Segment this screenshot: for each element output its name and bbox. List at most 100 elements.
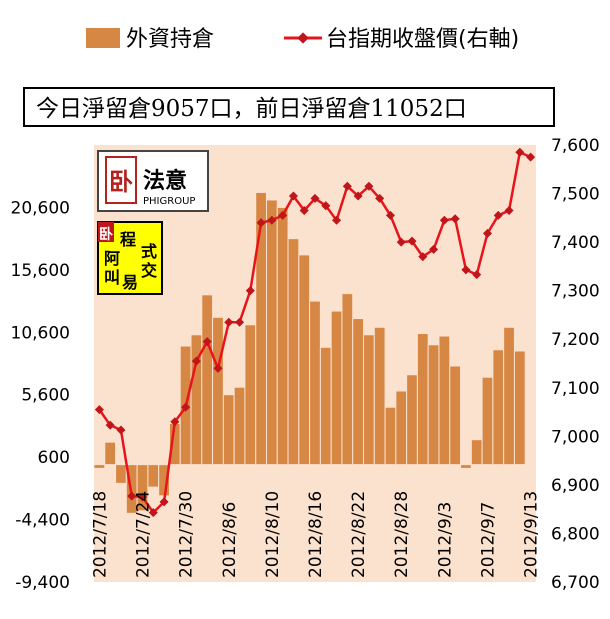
price-marker-14 [245, 286, 255, 296]
right-axis: 6,700 6,800 6,900 7,000 7,100 7,200 7,300 7,400… [551, 136, 600, 593]
bar-38 [503, 326, 515, 466]
bar-11 [212, 316, 224, 466]
price-marker-38 [504, 206, 514, 216]
badge-char-3: 程 [120, 230, 136, 249]
x-tick-label-10: 2012/9/13 [522, 491, 542, 578]
price-marker-23 [342, 181, 352, 191]
left-tick-label-4: 10,600 [11, 323, 70, 343]
legend-bar-label: 外資持倉 [126, 27, 214, 52]
price-marker-29 [407, 236, 417, 246]
price-marker-13 [235, 317, 245, 327]
x-tick-label-4: 2012/8/10 [263, 491, 283, 578]
badge-logo: 卧 阿 叫 程 易 式 交 [97, 221, 163, 295]
bar-31 [427, 344, 440, 466]
right-tick-label-9: 7,600 [551, 136, 600, 156]
info-box-frame [23, 87, 555, 127]
left-tick-label-5: 15,600 [11, 261, 70, 281]
logo-brand-text: 法意 [143, 168, 187, 194]
bar-32 [438, 335, 451, 466]
left-tick-label-1: -4,400 [15, 511, 70, 531]
bar-35 [470, 439, 483, 466]
logo-mark-frame [105, 156, 137, 204]
x-tick-label-9: 2012/9/7 [478, 502, 498, 578]
logo-mark-icon: 卧 [109, 168, 133, 196]
legend-line-label: 台指期收盤價(右軸) [326, 27, 519, 52]
bar-39 [513, 350, 526, 466]
price-marker-36 [482, 228, 493, 238]
bar-23 [341, 293, 354, 466]
bar-1 [104, 441, 117, 466]
right-tick-label-4: 7,100 [551, 379, 600, 399]
x-tick-label-3: 2012/8/6 [220, 502, 240, 578]
price-marker-26 [375, 193, 385, 203]
legend: 外資持倉 台指期收盤價(右軸) [86, 27, 519, 52]
x-tick-label-6: 2012/8/22 [349, 491, 369, 578]
bar-24 [352, 318, 365, 466]
price-marker-12 [224, 317, 234, 327]
bar-28 [395, 390, 408, 466]
bar-0 [93, 464, 106, 469]
bar-4 [136, 464, 149, 512]
badge-mark [98, 222, 114, 242]
x-tick-label-0: 2012/7/18 [90, 491, 110, 578]
badge-char-6: 交 [141, 261, 157, 280]
right-tick-label-1: 6,800 [551, 524, 600, 544]
legend-bar-swatch [86, 28, 120, 48]
right-tick-label-2: 6,900 [551, 476, 600, 496]
bar-37 [492, 349, 505, 466]
bar-20 [309, 300, 321, 466]
price-marker-27 [385, 210, 395, 220]
price-marker-11 [213, 363, 223, 373]
info-box-text: 今日淨留倉9057口，前日淨留倉11052口 [36, 96, 467, 122]
bar-15 [255, 191, 267, 466]
price-marker-24 [353, 191, 363, 201]
price-marker-4 [137, 492, 148, 502]
price-marker-6 [159, 497, 169, 507]
badge-char-5: 式 [141, 242, 157, 261]
price-marker-28 [396, 237, 406, 247]
bar-36 [481, 376, 494, 466]
bar-13 [233, 386, 246, 466]
bar-25 [363, 334, 375, 466]
price-marker-9 [191, 356, 201, 366]
info-box: 今日淨留倉9057口，前日淨留倉11052口 [23, 87, 555, 127]
right-tick-label-8: 7,500 [551, 185, 600, 205]
bar-12 [222, 394, 235, 466]
bar-19 [298, 254, 311, 466]
bar-26 [373, 326, 386, 466]
left-tick-label-6: 20,600 [11, 198, 70, 218]
badge-char-1: 阿 [104, 249, 120, 268]
price-marker-10 [202, 337, 212, 347]
left-tick-label-3: 5,600 [21, 386, 70, 406]
x-tick-label-8: 2012/9/3 [435, 502, 455, 578]
price-marker-37 [493, 210, 503, 220]
bar-18 [287, 238, 300, 466]
right-tick-label-3: 7,000 [551, 427, 600, 447]
price-marker-2 [116, 425, 126, 435]
logo-brand-sub: PHIGROUP [143, 196, 195, 207]
price-marker-30 [418, 252, 428, 262]
legend-line-marker [297, 32, 309, 44]
x-tick-label-1: 2012/7/24 [134, 491, 154, 578]
price-marker-31 [429, 244, 439, 254]
bar-30 [416, 333, 429, 466]
right-tick-label-6: 7,300 [551, 282, 600, 302]
bar-27 [384, 406, 397, 466]
right-tick-label-7: 7,400 [551, 233, 600, 253]
price-marker-33 [450, 214, 460, 224]
bar-16 [265, 199, 278, 466]
x-tick-label-5: 2012/8/16 [306, 491, 326, 578]
bar-5 [147, 464, 160, 488]
x-axis: 2012/7/18 2012/7/24 2012/7/30 2012/8/6 2012/… [90, 491, 541, 578]
left-axis: -9,400 -4,400 600 5,600 10,600 15,600 20,600 [11, 198, 70, 593]
bar-21 [319, 346, 332, 466]
bar-10 [201, 294, 214, 466]
bar-14 [244, 324, 257, 466]
bar-2 [115, 464, 127, 484]
x-tick-label-7: 2012/8/28 [392, 491, 412, 578]
badge-char-2: 叫 [104, 268, 120, 287]
bar-17 [276, 206, 289, 466]
right-tick-label-0: 6,700 [551, 573, 600, 593]
bar-29 [406, 374, 418, 466]
